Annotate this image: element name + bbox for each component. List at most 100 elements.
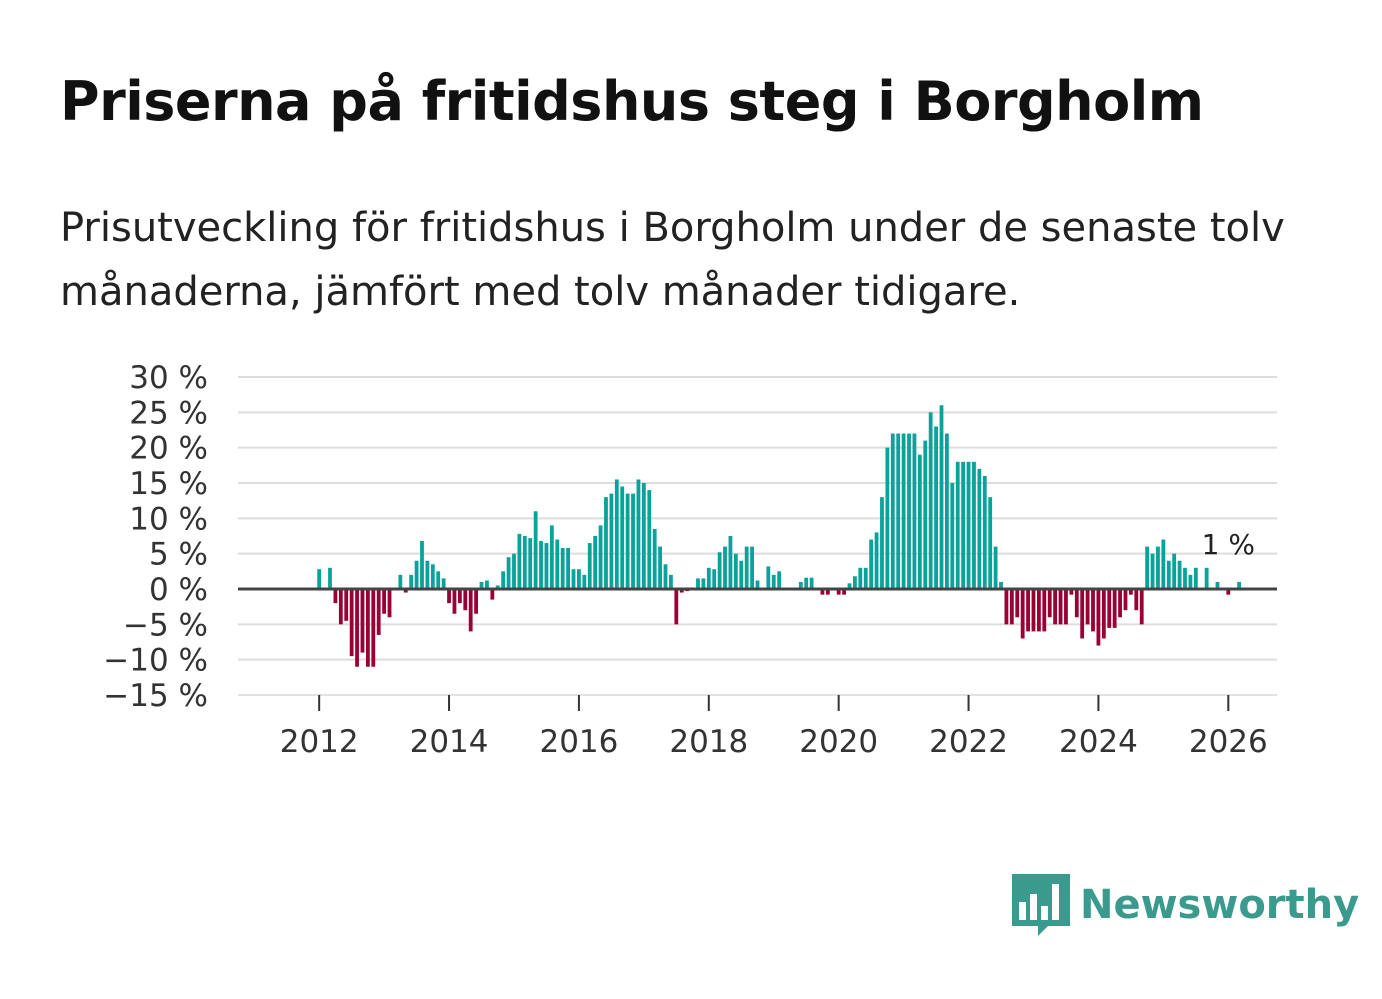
x-tick-label: 2022	[929, 724, 1008, 760]
bar	[382, 589, 387, 614]
x-tick-label: 2016	[539, 724, 618, 760]
bar	[847, 583, 852, 589]
bar	[430, 564, 435, 589]
bar	[371, 589, 376, 667]
bar	[560, 548, 565, 589]
bar	[701, 578, 706, 589]
y-tick-label: 20 %	[129, 431, 208, 467]
y-tick-label: −10 %	[103, 643, 208, 679]
y-tick-label: −5 %	[123, 607, 208, 643]
bar	[1064, 589, 1068, 625]
bar	[1036, 589, 1041, 632]
bar	[696, 578, 700, 589]
bar	[1123, 589, 1128, 611]
bar	[901, 433, 906, 589]
y-tick-label: 5 %	[149, 537, 208, 573]
bars	[317, 405, 1242, 667]
bar	[636, 479, 641, 589]
bar	[604, 497, 608, 589]
bar	[766, 566, 771, 589]
bar	[1226, 589, 1231, 595]
bar	[549, 525, 554, 589]
bar	[798, 581, 803, 589]
bar	[804, 577, 809, 589]
bar	[333, 589, 338, 604]
bar	[1101, 589, 1106, 639]
bar	[566, 548, 571, 589]
bar	[890, 433, 895, 589]
bar	[544, 543, 549, 589]
bar	[495, 585, 500, 589]
bar	[939, 405, 944, 589]
bar	[338, 589, 343, 625]
bar	[988, 497, 993, 589]
bar	[609, 493, 614, 589]
y-tick-label: 10 %	[129, 501, 208, 537]
bar	[528, 538, 533, 589]
bar	[1139, 589, 1144, 625]
x-tick-label: 2012	[280, 724, 359, 760]
bar	[533, 511, 538, 589]
bar	[917, 454, 922, 589]
bar	[387, 589, 392, 618]
brand-name: Newsworthy	[1080, 882, 1360, 928]
bar	[912, 433, 917, 589]
bar	[744, 546, 749, 589]
bar	[869, 539, 874, 589]
chart-subtitle: Prisutveckling för fritidshus i Borgholm…	[60, 205, 1285, 315]
bar	[1204, 567, 1209, 589]
y-tick-label: 15 %	[129, 466, 208, 502]
bar	[1145, 546, 1150, 589]
bar	[625, 493, 630, 589]
bar	[593, 536, 598, 589]
bar	[1118, 589, 1122, 618]
bar	[512, 553, 516, 589]
bar	[414, 560, 419, 589]
bar	[923, 440, 928, 589]
bar	[344, 589, 349, 621]
bar	[1237, 581, 1242, 589]
bar	[658, 546, 662, 589]
bar	[809, 577, 814, 589]
bar	[874, 532, 879, 589]
annotations: 1 %	[1202, 528, 1255, 561]
last-value-annotation: 1 %	[1202, 528, 1255, 561]
x-tick-label: 2020	[799, 724, 878, 760]
bar	[907, 433, 911, 589]
bar	[1166, 560, 1171, 589]
x-axis: 2012 2014 2016 2018 2020 2022 2024 2026	[238, 694, 1277, 760]
bar	[1134, 589, 1139, 611]
bar	[972, 461, 976, 589]
bar	[669, 574, 673, 589]
bar	[485, 580, 489, 589]
bar	[328, 567, 332, 589]
bar	[1172, 553, 1177, 589]
bar	[620, 486, 625, 589]
bar	[993, 546, 998, 589]
bar	[457, 589, 462, 604]
bar	[1112, 589, 1117, 628]
bar	[349, 589, 354, 657]
bar	[436, 571, 441, 589]
bar	[355, 589, 359, 667]
bar	[966, 461, 971, 589]
x-tick-label: 2018	[669, 724, 748, 760]
bar	[376, 589, 381, 635]
bar	[409, 574, 414, 589]
bar	[647, 490, 652, 589]
bar	[1053, 589, 1058, 625]
bar	[317, 569, 322, 589]
bar	[1161, 539, 1166, 589]
bar	[999, 581, 1003, 589]
bar	[463, 589, 468, 611]
bar	[1177, 560, 1182, 589]
bar	[403, 589, 408, 593]
chart-title: Priserna på fritidshus steg i Borgholm	[60, 70, 1204, 133]
bar	[712, 569, 717, 589]
bar	[674, 589, 679, 625]
bar	[652, 528, 657, 589]
bar	[420, 540, 424, 589]
gridlines	[238, 376, 1277, 696]
bar	[1080, 589, 1085, 639]
bar	[577, 569, 581, 589]
